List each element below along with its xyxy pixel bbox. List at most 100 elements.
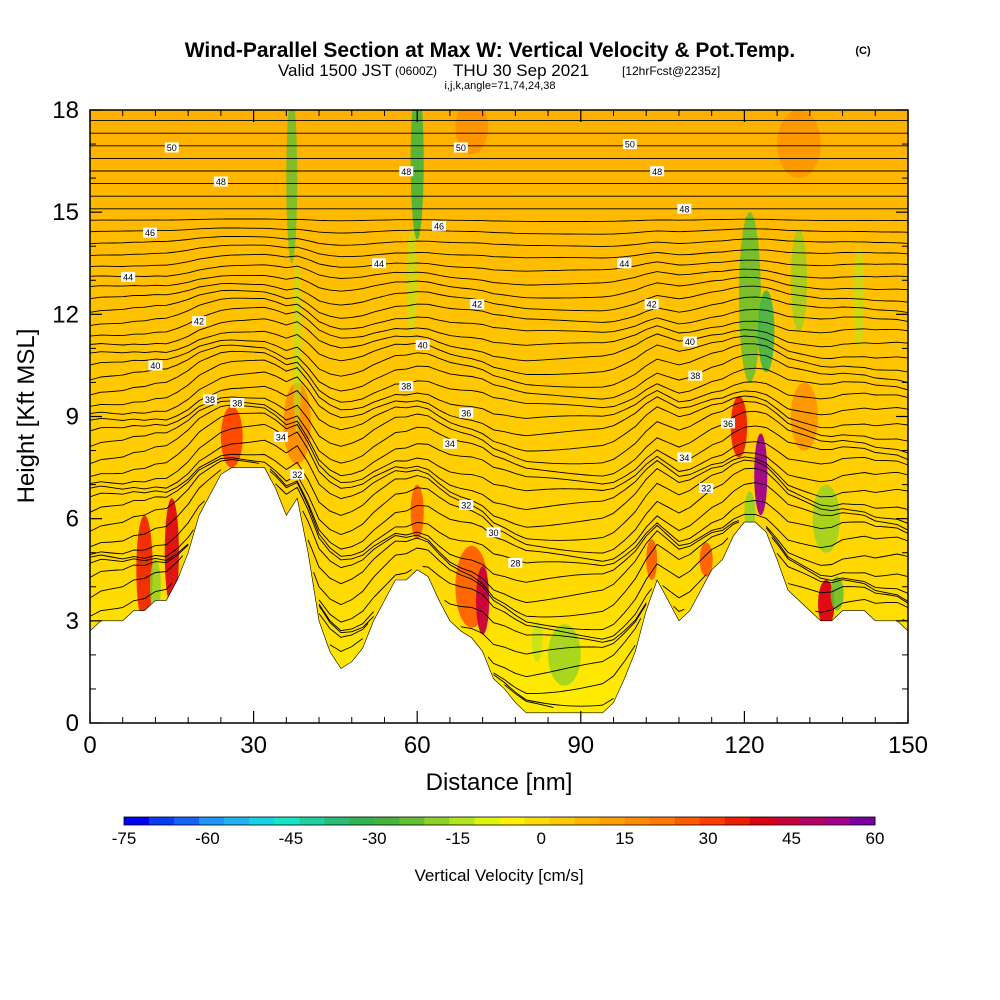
velocity-cell xyxy=(548,624,581,686)
isentrope-line xyxy=(90,396,908,465)
isentrope-line xyxy=(90,583,908,643)
contour-label-box xyxy=(650,166,665,177)
isentrope-line xyxy=(318,599,908,655)
contour-label: 46 xyxy=(434,221,444,231)
contour-label-box xyxy=(508,557,523,568)
colorbar-swatch xyxy=(574,817,601,825)
contour-label-box xyxy=(121,271,136,282)
potential-temperature-contours xyxy=(90,120,908,708)
contour-labels: 50 50 50 48 48 48 48 46 46 44 44 44 42 42 42 40 40 40 38 38… xyxy=(121,139,736,568)
contour-label: 50 xyxy=(625,140,635,150)
contour-label-box xyxy=(617,258,632,269)
contour-label: 40 xyxy=(685,337,695,347)
isentrope-line xyxy=(90,412,908,492)
isentrope-line xyxy=(504,684,554,708)
isentrope-line xyxy=(90,404,908,485)
y-tick-label: 12 xyxy=(52,301,79,328)
isentrope-line xyxy=(90,350,908,409)
isentrope-line xyxy=(90,423,908,511)
colorbar-tick-label: -45 xyxy=(279,829,304,848)
isentrope-line xyxy=(90,306,908,346)
x-axis-label: Distance [nm] xyxy=(426,769,573,796)
isentrope-line xyxy=(90,453,908,541)
contour-label-box xyxy=(699,483,714,494)
colorbar-swatch xyxy=(449,817,475,825)
colorbar-swatch xyxy=(624,817,651,825)
contour-label: 42 xyxy=(194,317,204,327)
y-tick-label: 9 xyxy=(66,404,79,431)
colorbar-label: Vertical Velocity [cm/s] xyxy=(414,866,583,885)
contour-label: 50 xyxy=(167,143,177,153)
x-tick-label: 30 xyxy=(240,732,267,759)
contour-label-box xyxy=(192,316,207,327)
contour-label: 48 xyxy=(652,167,662,177)
velocity-cell xyxy=(476,566,490,635)
contour-label: 50 xyxy=(456,143,466,153)
colorbar-swatch xyxy=(374,817,400,825)
isentrope-line xyxy=(90,459,908,562)
colorbar-swatch xyxy=(349,817,375,825)
isentrope-line xyxy=(90,244,908,259)
colorbar-frame xyxy=(123,816,876,826)
velocity-cell xyxy=(220,406,243,468)
x-tick-label: 150 xyxy=(888,732,928,759)
contour-label: 28 xyxy=(510,558,520,568)
x-tick-label: 120 xyxy=(724,732,764,759)
x-tick-label: 90 xyxy=(567,732,594,759)
contour-label-box xyxy=(453,142,468,153)
contour-label-box xyxy=(142,227,157,238)
isentrope-line xyxy=(90,218,908,222)
isentrope-line xyxy=(90,264,908,286)
colorbar-tick-label: -60 xyxy=(195,829,220,848)
contour-label-box xyxy=(230,397,245,408)
isentrope-line xyxy=(90,330,908,375)
contour-label-box xyxy=(442,438,457,449)
velocity-cell xyxy=(790,229,808,332)
contour-label-box xyxy=(415,339,430,350)
colorbar-swatch xyxy=(649,817,676,825)
isentrope-line xyxy=(329,638,636,694)
subtitle-date: THU 30 Sep 2021 xyxy=(453,61,589,80)
contour-label: 38 xyxy=(401,381,411,391)
contour-label-box xyxy=(486,527,501,538)
colorbar-swatch xyxy=(249,817,275,825)
isentrope-line xyxy=(90,510,908,603)
contour-label-box xyxy=(459,408,474,419)
contour-label: 40 xyxy=(150,361,160,371)
contour-label: 44 xyxy=(374,259,384,269)
velocity-cell xyxy=(830,576,844,611)
colorbar-swatch xyxy=(174,817,200,825)
contour-label-box xyxy=(622,139,637,150)
colorbar-tick-label: 30 xyxy=(699,829,718,848)
isentrope-line xyxy=(90,297,908,333)
colorbar-swatch xyxy=(299,817,325,825)
contour-label: 38 xyxy=(232,398,242,408)
isentrope-line xyxy=(90,553,908,640)
velocity-cell xyxy=(286,110,298,264)
contour-label-box xyxy=(202,394,217,405)
contour-label: 32 xyxy=(292,470,302,480)
contour-label: 34 xyxy=(276,432,286,442)
y-axis-label: Height [Kft MSL] xyxy=(13,329,40,504)
contour-label-box xyxy=(164,142,179,153)
contour-label: 38 xyxy=(690,371,700,381)
contour-label-box xyxy=(213,176,228,187)
colorbar-swatch xyxy=(599,817,626,825)
colorbar-swatch xyxy=(149,817,175,825)
isentrope-line xyxy=(90,274,908,299)
colorbar-swatch xyxy=(399,817,425,825)
colorbar-swatch xyxy=(849,817,876,825)
contour-label-box xyxy=(644,299,659,310)
colorbar-tick-label: 15 xyxy=(615,829,634,848)
colorbar-tick-label: -30 xyxy=(362,829,387,848)
velocity-cell xyxy=(812,484,840,553)
y-tick-label: 15 xyxy=(52,199,79,226)
colorbar-tick-label: 0 xyxy=(536,829,545,848)
y-tick-label: 6 xyxy=(66,506,79,533)
colorbar-swatch xyxy=(124,817,150,825)
x-tick-label: 60 xyxy=(404,732,431,759)
isentrope-line xyxy=(90,537,908,631)
contour-label: 30 xyxy=(489,528,499,538)
contour-label: 48 xyxy=(679,204,689,214)
colorbar-tick-label: -15 xyxy=(445,829,470,848)
